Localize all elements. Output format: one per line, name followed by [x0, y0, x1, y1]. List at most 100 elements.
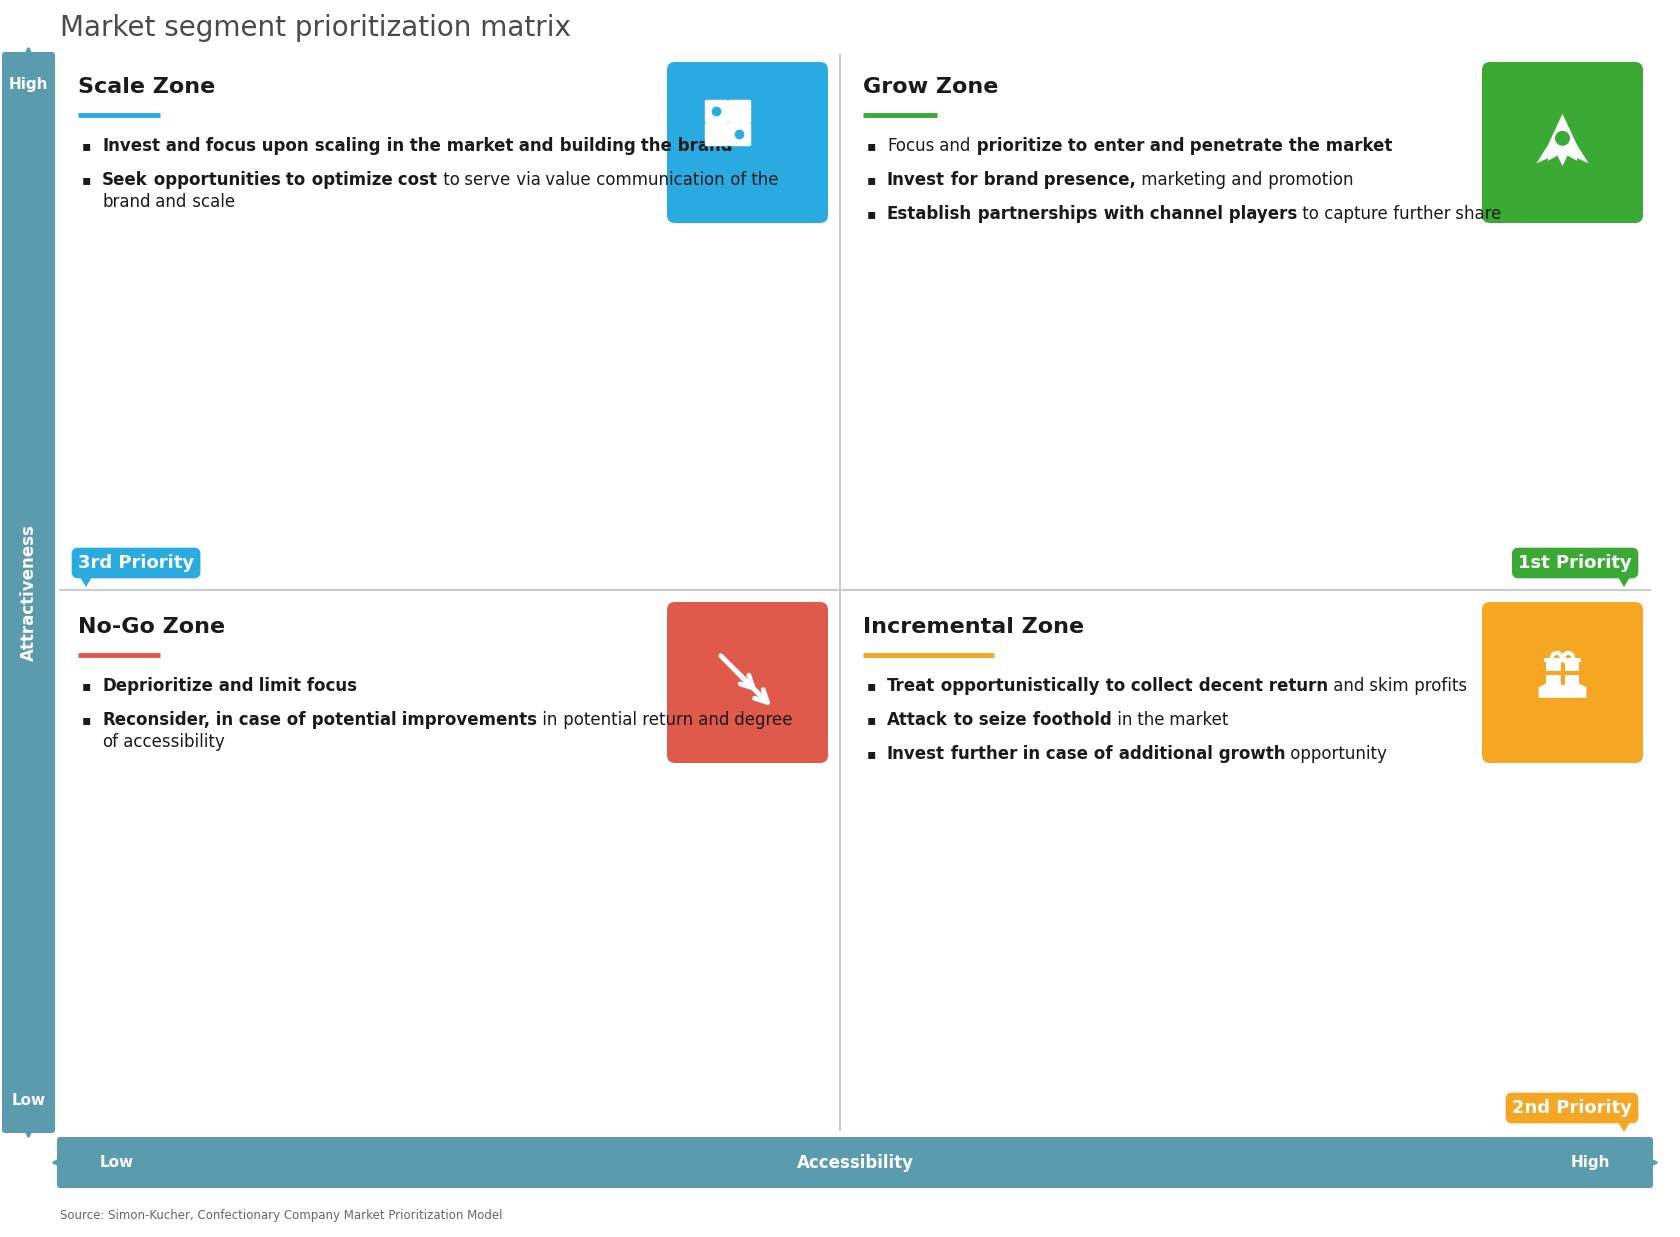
Text: Low: Low — [12, 1094, 45, 1108]
Text: communication: communication — [591, 171, 724, 189]
Text: to: to — [437, 171, 459, 189]
Text: Source: Simon-Kucher, Confectionary Company Market Prioritization Model: Source: Simon-Kucher, Confectionary Comp… — [60, 1209, 502, 1221]
Text: ▪: ▪ — [82, 139, 91, 153]
Text: penetrate: penetrate — [1184, 137, 1284, 155]
Text: High: High — [8, 77, 49, 92]
Text: promotion: promotion — [1263, 171, 1352, 189]
Polygon shape — [81, 576, 92, 588]
Text: and: and — [1327, 677, 1364, 695]
Text: in: in — [538, 711, 558, 729]
Polygon shape — [1539, 680, 1586, 698]
Text: ▪: ▪ — [867, 679, 877, 693]
Text: growth: growth — [1213, 745, 1285, 763]
Circle shape — [736, 130, 744, 139]
Text: ▪: ▪ — [867, 747, 877, 761]
Text: the: the — [746, 171, 778, 189]
Text: seize: seize — [973, 711, 1026, 729]
Polygon shape — [1556, 153, 1569, 166]
FancyBboxPatch shape — [1544, 658, 1581, 662]
Polygon shape — [1537, 145, 1547, 163]
Text: potential: potential — [306, 711, 396, 729]
Text: Accessibility: Accessibility — [796, 1153, 914, 1171]
Text: scale: scale — [186, 193, 235, 212]
Text: Attack: Attack — [887, 711, 948, 729]
Text: and: and — [151, 193, 186, 212]
Text: decent: decent — [1193, 677, 1263, 695]
Text: Deprioritize: Deprioritize — [102, 677, 213, 695]
FancyBboxPatch shape — [727, 122, 751, 146]
Text: opportunistically: opportunistically — [936, 677, 1100, 695]
Text: opportunity: opportunity — [1285, 745, 1388, 763]
Text: ▪: ▪ — [82, 679, 91, 693]
FancyBboxPatch shape — [1482, 62, 1643, 223]
Text: to: to — [1297, 205, 1319, 223]
Text: and: and — [1226, 171, 1263, 189]
Text: to: to — [1100, 677, 1126, 695]
Text: marketing: marketing — [1136, 171, 1226, 189]
Text: degree: degree — [729, 711, 793, 729]
Text: to: to — [281, 171, 306, 189]
Text: the: the — [1132, 711, 1164, 729]
Text: value: value — [541, 171, 591, 189]
Text: cost: cost — [393, 171, 437, 189]
Text: capture: capture — [1319, 205, 1388, 223]
Text: opportunities: opportunities — [148, 171, 281, 189]
Text: the: the — [403, 137, 440, 155]
Text: 3rd Priority: 3rd Priority — [77, 554, 195, 571]
Text: optimize: optimize — [306, 171, 393, 189]
Text: brand: brand — [102, 193, 151, 212]
Text: skim: skim — [1364, 677, 1410, 695]
Text: enter: enter — [1087, 137, 1144, 155]
Text: profits: profits — [1410, 677, 1467, 695]
Text: in: in — [1018, 745, 1040, 763]
Text: limit: limit — [254, 677, 301, 695]
Text: improvements: improvements — [396, 711, 538, 729]
Text: brand: brand — [978, 171, 1038, 189]
Text: potential: potential — [558, 711, 637, 729]
Text: Grow Zone: Grow Zone — [864, 77, 998, 96]
FancyBboxPatch shape — [706, 100, 727, 124]
Text: return: return — [1263, 677, 1327, 695]
Text: additional: additional — [1114, 745, 1213, 763]
Text: players: players — [1223, 205, 1297, 223]
Text: in: in — [210, 711, 234, 729]
FancyBboxPatch shape — [706, 122, 727, 146]
Text: the: the — [1284, 137, 1320, 155]
Text: accessibility: accessibility — [118, 734, 225, 751]
Text: scaling: scaling — [309, 137, 381, 155]
FancyBboxPatch shape — [57, 1137, 1653, 1188]
Text: brand: brand — [672, 137, 732, 155]
Text: of: of — [281, 711, 306, 729]
FancyBboxPatch shape — [2, 52, 55, 1133]
Text: of: of — [724, 171, 746, 189]
Text: share: share — [1450, 205, 1502, 223]
Text: market: market — [1320, 137, 1393, 155]
Text: and: and — [1144, 137, 1184, 155]
Text: in: in — [381, 137, 403, 155]
Polygon shape — [1547, 114, 1578, 161]
Text: 2nd Priority: 2nd Priority — [1512, 1098, 1631, 1117]
Text: High: High — [1571, 1155, 1609, 1170]
FancyBboxPatch shape — [1482, 602, 1643, 763]
Text: Treat: Treat — [887, 677, 936, 695]
Text: case: case — [234, 711, 281, 729]
Text: partnerships: partnerships — [973, 205, 1097, 223]
Text: 1st Priority: 1st Priority — [1519, 554, 1631, 571]
FancyBboxPatch shape — [667, 62, 828, 223]
Text: ▪: ▪ — [82, 713, 91, 727]
Text: Incremental Zone: Incremental Zone — [864, 617, 1084, 637]
Text: focus: focus — [200, 137, 257, 155]
Text: ▪: ▪ — [867, 139, 877, 153]
Text: serve: serve — [459, 171, 511, 189]
Circle shape — [712, 108, 721, 116]
Text: with: with — [1097, 205, 1144, 223]
Text: Seek: Seek — [102, 171, 148, 189]
Text: in: in — [1112, 711, 1132, 729]
Text: of: of — [102, 734, 118, 751]
Text: and: and — [213, 677, 254, 695]
Text: collect: collect — [1126, 677, 1193, 695]
Text: ▪: ▪ — [867, 173, 877, 187]
Text: foothold: foothold — [1026, 711, 1112, 729]
Text: and: and — [934, 137, 971, 155]
FancyBboxPatch shape — [667, 602, 828, 763]
